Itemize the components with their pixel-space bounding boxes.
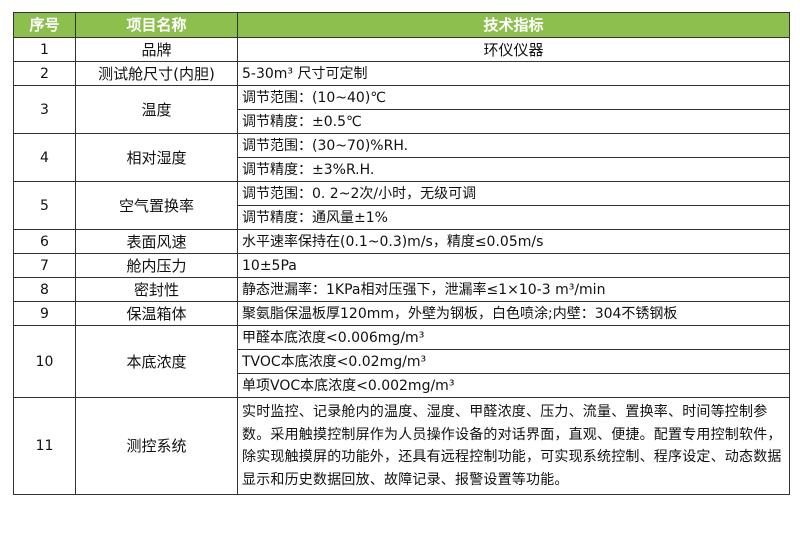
item-name: 空气置换率 [75,181,238,230]
header-name: 项目名称 [75,12,238,38]
table-row: 11 测控系统 实时监控、记录舱内的温度、湿度、甲醛浓度、压力、流量、置换率、时间等… [13,397,790,495]
spec-value: 调节精度：通风量±1% [237,205,790,230]
row-number: 10 [13,325,76,398]
row-number: 3 [13,85,76,134]
item-name: 测控系统 [75,397,238,495]
spec-value: 调节精度：±3%R.H. [237,157,790,182]
table-row: 3 温度 调节范围：(10~40)℃ [13,85,790,134]
table-row: 5 空气置换率 调节范围：0. 2~2次/小时，无级可调 [13,181,790,230]
spec-value: 调节范围：(10~40)℃ [237,85,790,110]
row-number: 5 [13,181,76,230]
item-name: 相对湿度 [75,133,238,182]
table-row: 1 品牌 环仪仪器 [13,37,790,62]
item-name: 密封性 [75,277,238,302]
spec-value: 调节范围：(30~70)%RH. [237,133,790,158]
item-name: 测试舱尺寸(内胆) [75,61,238,86]
spec-value: 实时监控、记录舱内的温度、湿度、甲醛浓度、压力、流量、置换率、时间等控制参数。采… [237,397,790,495]
header-spec: 技术指标 [237,12,790,38]
spec-value: 静态泄漏率：1KPa相对压强下，泄漏率≤1×10-3 m³/min [237,277,790,302]
header-row: 序号 项目名称 技术指标 [13,12,790,38]
spec-value: 10±5Pa [237,253,790,278]
spec-value: TVOC本底浓度<0.02mg/m³ [237,349,790,374]
spec-value: 单项VOC本底浓度<0.002mg/m³ [237,373,790,398]
item-name: 保温箱体 [75,301,238,326]
table-row: 6 表面风速 水平速率保持在(0.1~0.3)m/s，精度≤0.05m/s [13,229,790,254]
item-name: 表面风速 [75,229,238,254]
spec-table: 序号 项目名称 技术指标 1 品牌 环仪仪器 2 测试舱尺寸(内胆) 5-30m³ 尺寸可… [13,12,790,495]
row-number: 11 [13,397,76,495]
table-row: 2 测试舱尺寸(内胆) 5-30m³ 尺寸可定制 [13,61,790,86]
spec-value: 甲醛本底浓度<0.006mg/m³ [237,325,790,350]
table-row: 调节精度：±3%R.H. [14,157,790,182]
table-row: 调节精度：±0.5℃ [14,109,790,134]
spec-value: 环仪仪器 [237,37,790,62]
header-no: 序号 [13,12,76,38]
item-name: 本底浓度 [75,325,238,398]
spec-value: 调节精度：±0.5℃ [237,109,790,134]
spec-value: 调节范围：0. 2~2次/小时，无级可调 [237,181,790,206]
table-row: 7 舱内压力 10±5Pa [13,253,790,278]
item-name: 品牌 [75,37,238,62]
row-number: 2 [13,61,76,86]
item-name: 舱内压力 [75,253,238,278]
table-row: 4 相对湿度 调节范围：(30~70)%RH. [13,133,790,182]
row-number: 1 [13,37,76,62]
spec-value: 水平速率保持在(0.1~0.3)m/s，精度≤0.05m/s [237,229,790,254]
spec-value: 聚氨脂保温板厚120mm，外壁为钢板，白色喷涂;内壁：304不锈钢板 [237,301,790,326]
table-row: 8 密封性 静态泄漏率：1KPa相对压强下，泄漏率≤1×10-3 m³/min [13,277,790,302]
row-number: 7 [13,253,76,278]
row-number: 6 [13,229,76,254]
spec-value: 5-30m³ 尺寸可定制 [237,61,790,86]
row-number: 9 [13,301,76,326]
table-row: 10 本底浓度 甲醛本底浓度<0.006mg/m³ [13,325,790,398]
row-number: 8 [13,277,76,302]
item-name: 温度 [75,85,238,134]
table-row: TVOC本底浓度<0.02mg/m³ [14,349,790,374]
table-row: 9 保温箱体 聚氨脂保温板厚120mm，外壁为钢板，白色喷涂;内壁：304不锈钢板 [13,301,790,326]
row-number: 4 [13,133,76,182]
